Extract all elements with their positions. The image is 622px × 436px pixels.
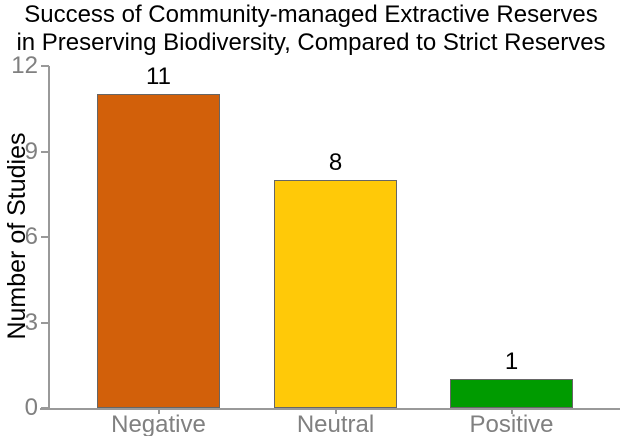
x-tick-label-negative: Negative xyxy=(111,411,206,436)
x-tick-label-positive: Positive xyxy=(469,411,554,436)
chart-title-line-2: in Preserving Biodiversity, Compared to … xyxy=(16,29,606,56)
y-axis-line xyxy=(48,66,50,410)
y-tick-mark-0 xyxy=(41,407,49,409)
bar-value-label-neutral: 8 xyxy=(328,149,343,176)
bar-value-label-positive: 1 xyxy=(504,348,519,375)
bar-positive xyxy=(450,379,573,408)
bar-neutral xyxy=(274,180,397,408)
y-tick-label-6: 6 xyxy=(24,223,38,250)
x-tick-mark-positive xyxy=(510,408,513,414)
y-tick-mark-9 xyxy=(41,150,49,153)
x-axis-line xyxy=(40,408,620,410)
y-tick-label-0: 0 xyxy=(24,394,38,421)
chart-title: Success of Community-managed Extractive … xyxy=(0,1,622,57)
y-tick-mark-3 xyxy=(41,321,49,324)
x-tick-mark-negative xyxy=(157,408,160,414)
y-tick-mark-12 xyxy=(41,65,49,67)
bar-negative xyxy=(97,94,220,408)
bar-value-label-negative: 11 xyxy=(146,63,171,90)
y-tick-label-9: 9 xyxy=(24,137,38,165)
y-tick-mark-6 xyxy=(41,236,49,238)
x-tick-mark-neutral xyxy=(334,408,337,414)
chart-title-line-1: Success of Community-managed Extractive … xyxy=(24,1,598,28)
y-tick-label-3: 3 xyxy=(24,308,38,336)
y-tick-label-12: 12 xyxy=(11,52,38,79)
x-tick-label-neutral: Neutral xyxy=(296,411,375,436)
